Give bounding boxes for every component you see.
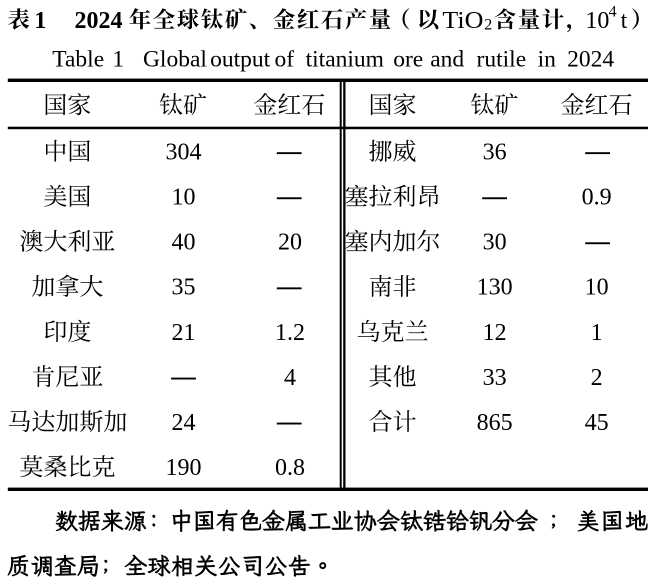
svg-text:1: 1 [34,8,46,34]
svg-text:10: 10 [585,8,609,34]
svg-text:30: 30 [483,230,507,256]
svg-text:2: 2 [484,16,492,33]
svg-text:24: 24 [172,410,196,436]
svg-text:21: 21 [172,320,196,346]
svg-text:in: in [538,46,557,72]
svg-text:12: 12 [483,320,507,346]
svg-text:33: 33 [483,365,507,391]
svg-text:0.9: 0.9 [582,185,612,211]
svg-text:40: 40 [172,230,196,256]
svg-text:and: and [430,46,464,72]
svg-text:1.2: 1.2 [275,320,305,346]
svg-text:0.8: 0.8 [275,455,305,481]
svg-text:output: output [210,46,271,72]
svg-text:of: of [275,46,295,72]
svg-text:rutile: rutile [477,46,527,72]
svg-text:1: 1 [591,320,603,346]
svg-text:t: t [621,8,628,34]
svg-text:Global: Global [143,46,207,72]
svg-text:36: 36 [483,140,507,166]
svg-text:10: 10 [172,185,196,211]
svg-text:45: 45 [585,410,609,436]
svg-text:35: 35 [172,275,196,301]
svg-text:1: 1 [112,46,124,72]
svg-text:2: 2 [591,365,603,391]
svg-text:4: 4 [284,365,296,391]
svg-text:20: 20 [278,230,302,256]
svg-text:130: 130 [477,275,513,301]
svg-text:titanium: titanium [306,46,384,72]
svg-text:Table: Table [52,46,104,72]
svg-text:304: 304 [166,140,202,166]
svg-text:190: 190 [166,455,202,481]
svg-text:4: 4 [609,3,617,20]
svg-text:2024: 2024 [567,46,614,72]
svg-text:10: 10 [585,275,609,301]
svg-text:2024: 2024 [74,8,122,34]
svg-text:TiO: TiO [442,8,483,34]
svg-text:ore: ore [393,46,423,72]
svg-text:865: 865 [477,410,513,436]
